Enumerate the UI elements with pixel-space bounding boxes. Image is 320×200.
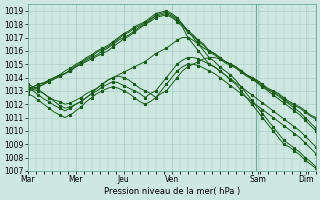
- X-axis label: Pression niveau de la mer( hPa ): Pression niveau de la mer( hPa ): [104, 187, 240, 196]
